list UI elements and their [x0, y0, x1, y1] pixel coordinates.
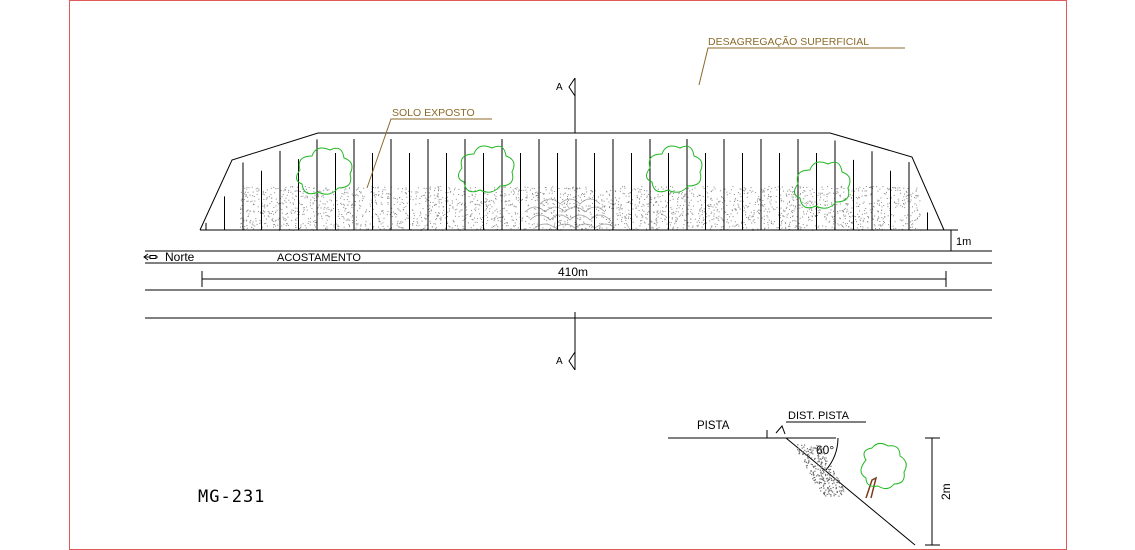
road-id-label: MG-231 [198, 487, 265, 507]
shrub-icon [296, 147, 353, 195]
section-marker-top [568, 77, 576, 133]
road-lines [145, 250, 992, 319]
shrub-icon [646, 145, 703, 193]
tree-icon [860, 442, 907, 499]
shrub-icon [794, 161, 851, 209]
plan-view: A 1m Norte ACOSTAMENTO 410m [143, 35, 992, 371]
cross-section: PISTA DIST. PISTA 60° 2m [668, 410, 953, 546]
length-dimension [201, 271, 947, 287]
section-label-bottom: A [556, 356, 563, 367]
section-label-top: A [556, 82, 563, 93]
north-label: Norte [165, 250, 195, 264]
slope-line [785, 437, 916, 546]
lane-label: PISTA [697, 420, 730, 432]
leader-exposed-soil [366, 118, 492, 189]
shrub-icon [458, 145, 515, 193]
vegetation-clumps [296, 145, 851, 209]
height-dimension-section [925, 437, 940, 546]
length-label: 410m [558, 265, 588, 279]
north-arrow-icon [143, 253, 158, 261]
slope-outline [199, 132, 945, 231]
slope-soil-texture [797, 444, 845, 497]
lane-distance-dimension [766, 421, 866, 438]
leader-surface-disaggregation [698, 47, 905, 86]
exposed-soil-label: SOLO EXPOSTO [392, 107, 475, 119]
lane-distance-label: DIST. PISTA [788, 410, 850, 422]
height-label-section: 2m [939, 483, 953, 500]
slope-hachures [205, 139, 928, 230]
surface-disaggregation-label: DESAGREGAÇÃO SUPERFICIAL [708, 35, 869, 48]
shoulder-label: ACOSTAMENTO [277, 252, 361, 264]
section-marker-bottom [568, 312, 576, 371]
height-label-plan: 1m [956, 236, 971, 248]
